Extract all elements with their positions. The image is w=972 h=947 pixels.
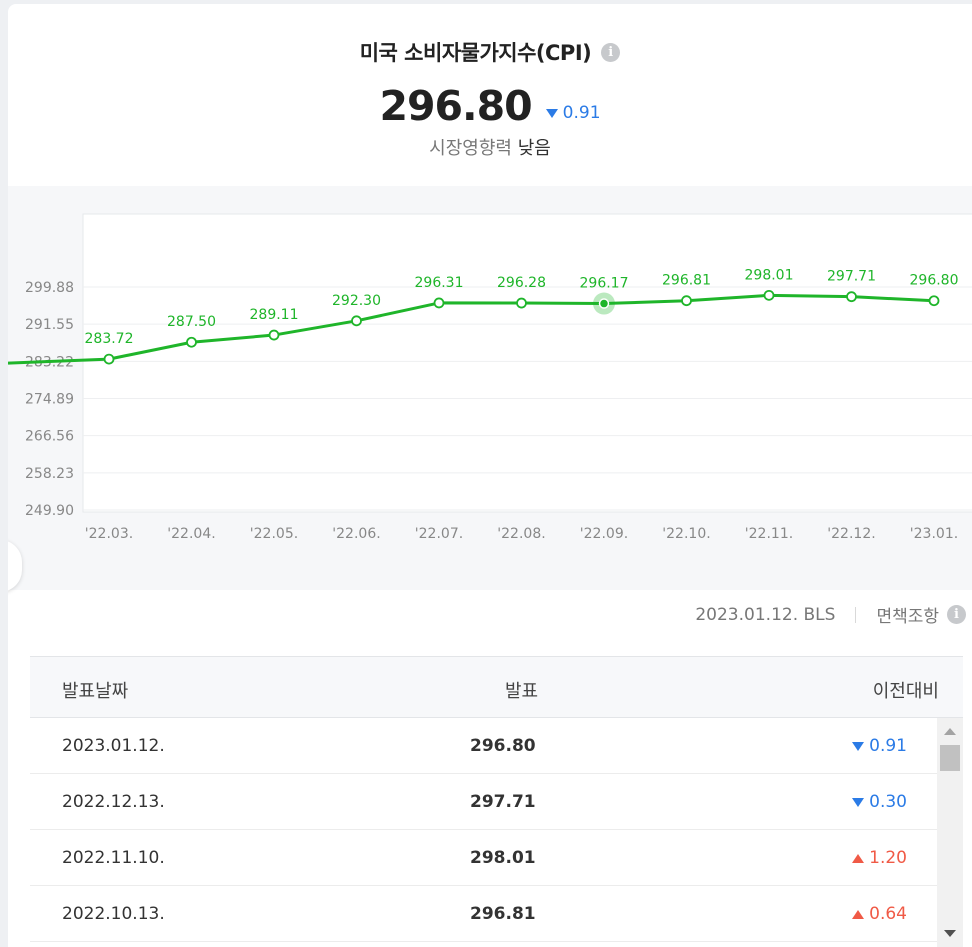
data-label: 296.81 [662,273,711,289]
data-point [846,291,857,303]
current-change: 0.91 [545,103,601,123]
plot-background [82,213,972,513]
y-tick-label: 258.23 [25,466,74,482]
x-tick-label: '22.04. [167,526,215,542]
data-point [928,295,940,307]
indicator-header: 미국 소비자물가지수(CPI) i 296.80 0.91 시장영향력 낮음 [8,4,972,186]
disclaimer-info-icon[interactable]: i [947,605,966,624]
x-tick-label: '22.12. [827,526,875,542]
value-row: 296.80 0.91 [8,82,972,130]
table-row: 2023.01.12. 296.80 0.91 [30,718,937,774]
table-body: 2023.01.12. 296.80 0.91 2022.12.13. 297.… [30,718,937,947]
x-tick-label: '22.09. [580,526,628,542]
source-row: 2023.01.12. BLS 면책조항 i [695,602,966,627]
header-change: 이전대비 [872,681,939,702]
x-tick-label: '22.07. [415,526,463,542]
data-point-highlighted [598,298,610,309]
table-header: 발표날짜 발표 이전대비 [30,656,963,718]
data-label: 296.17 [580,276,629,292]
data-label: 287.50 [167,314,216,330]
down-arrow-icon [852,741,865,751]
scrollbar-thumb[interactable] [940,745,960,771]
data-point [763,289,775,301]
chart-area: 299.88 291.55 283.22 274.89 266.56 258.23 249.… [8,186,972,592]
current-value: 296.80 [379,82,532,130]
indicator-title: 미국 소비자물가지수(CPI) [359,41,592,65]
data-point [516,297,527,309]
x-tick-label: '22.10. [662,526,710,542]
data-label: 289.11 [250,307,299,323]
data-point [268,329,280,341]
table-row: 2022.11.10. 298.01 1.20 [30,830,937,886]
row-change: 1.20 [852,848,907,868]
x-tick-label: '22.06. [332,526,380,542]
cpi-widget-card: 미국 소비자물가지수(CPI) i 296.80 0.91 시장영향력 낮음 2… [8,4,972,947]
release-table: 발표날짜 발표 이전대비 2023.01.12. 296.80 0.91 202… [30,656,963,947]
row-value: 296.80 [470,736,536,756]
data-point [351,315,362,327]
table-row: 2022.10.13. 296.81 0.64 [30,886,937,942]
data-point [433,297,445,309]
cpi-line-chart: 299.88291.55283.22274.89266.56258.23249.… [8,213,972,542]
up-arrow-icon [852,909,865,919]
data-label: 283.72 [85,331,134,347]
data-label: 292.30 [332,293,381,309]
x-tick-label: '22.08. [497,526,545,542]
row-date: 2022.10.13. [62,904,165,924]
divider [855,606,857,623]
row-change: 0.30 [852,792,907,812]
row-change-value: 0.64 [869,904,907,924]
chart-prev-handle[interactable] [8,540,22,592]
row-change-value: 0.30 [869,792,907,812]
row-value: 296.81 [470,904,536,924]
row-date: 2022.12.13. [62,792,165,812]
row-date: 2023.01.12. [62,736,165,756]
scroll-down-arrow-icon[interactable] [944,930,956,937]
table-scrollbar[interactable] [937,718,963,947]
up-arrow-icon [852,853,865,863]
data-point [186,336,197,348]
data-label: 298.01 [745,267,794,283]
header-release: 발표 [505,681,539,702]
table-row: 2022.12.13. 297.71 0.30 [30,774,937,830]
data-point [681,295,692,307]
data-label: 296.28 [497,275,546,291]
data-label: 296.80 [910,273,959,289]
info-icon[interactable]: i [601,42,621,62]
row-change-value: 1.20 [869,848,907,868]
disclaimer-link[interactable]: 면책조항 [876,607,939,627]
y-tick-label: 249.90 [25,503,74,519]
row-change-value: 0.91 [869,736,907,756]
source-text: 2023.01.12. BLS [695,604,836,625]
market-impact-level: 낮음 [517,138,551,159]
row-value: 297.71 [470,792,536,812]
row-change: 0.91 [852,736,907,756]
x-tick-label: '23.01. [910,526,958,542]
down-arrow-icon [852,797,865,807]
x-tick-label: '22.03. [85,526,133,542]
data-point [103,353,115,365]
x-tick-label: '22.11. [745,526,793,542]
data-label: 296.31 [415,275,464,291]
header-date: 발표날짜 [62,681,129,702]
cpi-series-line [8,293,935,365]
data-label: 297.71 [827,269,876,285]
y-tick-label: 291.55 [25,317,74,333]
row-value: 298.01 [470,848,536,868]
row-change: 0.64 [852,904,907,924]
current-change-value: 0.91 [562,103,601,123]
row-date: 2022.11.10. [62,848,165,868]
y-tick-label: 274.89 [25,392,74,408]
market-impact-label: 시장영향력 [429,138,512,159]
y-tick-label: 299.88 [25,280,74,296]
title-row: 미국 소비자물가지수(CPI) i [8,37,972,67]
scroll-up-arrow-icon[interactable] [944,728,956,735]
y-tick-label: 266.56 [25,429,74,445]
down-arrow-icon [545,108,558,118]
x-tick-label: '22.05. [250,526,298,542]
market-impact: 시장영향력 낮음 [8,134,972,160]
